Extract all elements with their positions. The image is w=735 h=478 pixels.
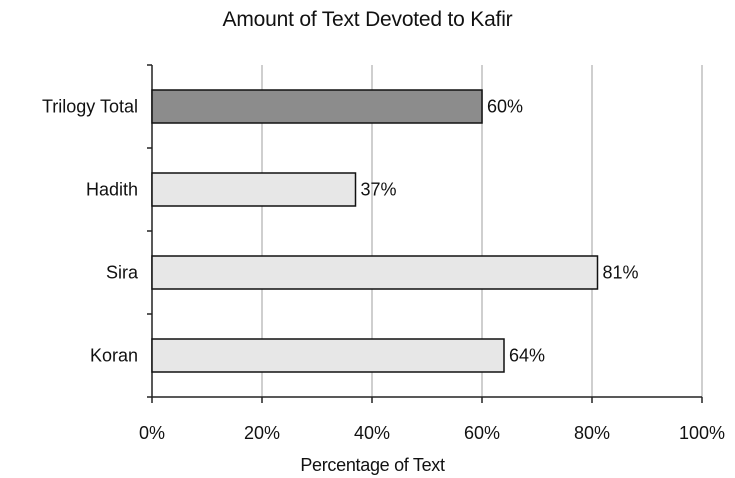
x-tick-label: 80% [574,423,610,443]
y-category-label: Trilogy Total [42,97,138,117]
chart-title: Amount of Text Devoted to Kafir [222,8,513,31]
x-tick-label: 40% [354,423,390,443]
x-tick-label: 60% [464,423,500,443]
y-category-label: Hadith [86,180,138,200]
bar [151,172,357,207]
bar [151,89,483,124]
data-label: 37% [361,180,397,200]
bar [151,255,599,290]
x-tick-label: 20% [244,423,280,443]
data-label: 64% [509,346,545,366]
y-category-label: Sira [106,263,139,283]
x-tick-label: 100% [679,423,725,443]
x-tick-label: 0% [139,423,165,443]
data-label: 60% [487,97,523,117]
x-axis-title: Percentage of Text [300,455,445,475]
data-label: 81% [603,263,639,283]
y-category-label: Koran [90,346,138,366]
bar [151,338,505,373]
